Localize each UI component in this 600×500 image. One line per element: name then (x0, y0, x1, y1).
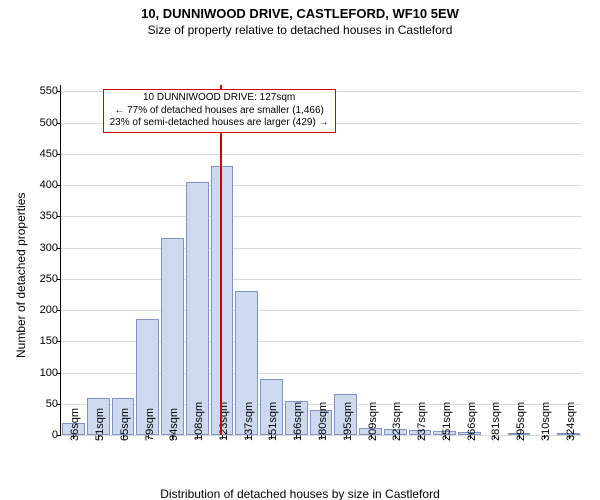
ytick-label: 450 (40, 148, 58, 160)
ytick-label: 550 (40, 85, 58, 97)
reference-line (220, 85, 222, 435)
xtick-label: 36sqm (69, 408, 81, 441)
xtick-label: 94sqm (168, 408, 180, 441)
xtick-label: 108sqm (193, 402, 205, 441)
histogram-bar (186, 182, 209, 435)
gridline (61, 216, 581, 217)
ytick-label: 0 (52, 429, 58, 441)
ytick-label: 350 (40, 210, 58, 222)
xtick-label: 295sqm (515, 402, 527, 441)
annotation-line: 23% of semi-detached houses are larger (… (110, 117, 329, 130)
page-title-address: 10, DUNNIWOOD DRIVE, CASTLEFORD, WF10 5E… (0, 6, 600, 21)
xtick-label: 281sqm (490, 402, 502, 441)
annotation-line: ← 77% of detached houses are smaller (1,… (110, 105, 329, 118)
ytick-label: 250 (40, 273, 58, 285)
ytick-label: 300 (40, 242, 58, 254)
ytick-label: 100 (40, 367, 58, 379)
ytick-label: 200 (40, 304, 58, 316)
page-subtitle: Size of property relative to detached ho… (0, 23, 600, 37)
ytick-label: 400 (40, 179, 58, 191)
gridline (61, 310, 581, 311)
xtick-label: 79sqm (144, 408, 156, 441)
xtick-label: 51sqm (94, 408, 106, 441)
xtick-label: 195sqm (342, 402, 354, 441)
xtick-label: 266sqm (466, 402, 478, 441)
xtick-label: 251sqm (441, 402, 453, 441)
gridline (61, 248, 581, 249)
annotation-box: 10 DUNNIWOOD DRIVE: 127sqm← 77% of detac… (103, 89, 336, 133)
histogram-bar (161, 238, 184, 435)
ytick-label: 50 (46, 398, 58, 410)
x-axis-label: Distribution of detached houses by size … (0, 487, 600, 500)
xtick-label: 180sqm (317, 402, 329, 441)
annotation-line: 10 DUNNIWOOD DRIVE: 127sqm (110, 92, 329, 105)
ytick-label: 500 (40, 117, 58, 129)
xtick-label: 209sqm (367, 402, 379, 441)
xtick-label: 310sqm (540, 402, 552, 441)
ytick-label: 150 (40, 335, 58, 347)
xtick-label: 65sqm (119, 408, 131, 441)
xtick-label: 151sqm (267, 402, 279, 441)
gridline (61, 185, 581, 186)
xtick-label: 223sqm (391, 402, 403, 441)
xtick-label: 166sqm (292, 402, 304, 441)
y-axis-label: Number of detached properties (14, 193, 28, 358)
gridline (61, 154, 581, 155)
gridline (61, 279, 581, 280)
xtick-label: 237sqm (416, 402, 428, 441)
xtick-label: 137sqm (243, 402, 255, 441)
plot-area: 05010015020025030035040045050055036sqm51… (60, 85, 581, 436)
histogram-bar (211, 166, 234, 435)
xtick-label: 324sqm (565, 402, 577, 441)
